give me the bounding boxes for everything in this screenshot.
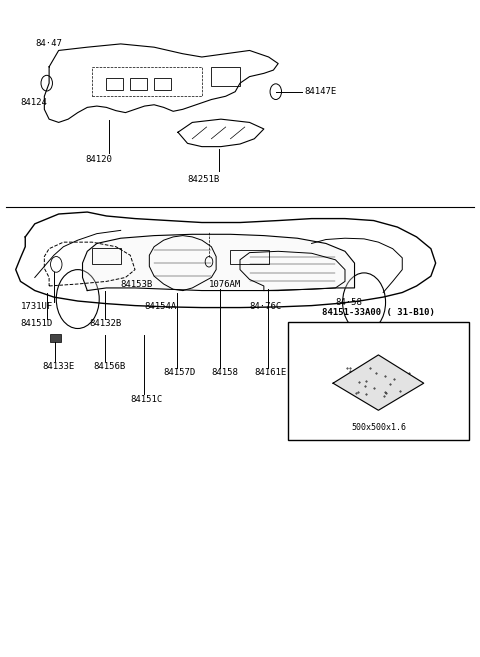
Bar <box>288 322 469 440</box>
Text: 84153B: 84153B <box>120 279 153 288</box>
Text: 84158: 84158 <box>211 369 238 378</box>
Bar <box>154 78 171 90</box>
Text: 84·58: 84·58 <box>336 298 362 307</box>
Bar <box>92 248 120 264</box>
Text: 500x500x1.6: 500x500x1.6 <box>351 423 406 432</box>
Bar <box>130 78 147 90</box>
Polygon shape <box>83 235 355 290</box>
Text: 84156B: 84156B <box>93 362 125 371</box>
Text: 84161E: 84161E <box>254 369 287 378</box>
Text: 84151-33A00 ( 31-B10): 84151-33A00 ( 31-B10) <box>322 307 435 317</box>
Text: 84251B: 84251B <box>188 175 220 184</box>
Bar <box>107 78 123 90</box>
Text: 84124: 84124 <box>21 99 48 107</box>
Text: 84157D: 84157D <box>164 369 196 378</box>
Text: 84133E: 84133E <box>42 362 74 371</box>
Text: 84120: 84120 <box>85 155 112 164</box>
Bar <box>211 67 240 87</box>
Polygon shape <box>333 355 424 410</box>
Text: 1731UF: 1731UF <box>21 302 53 311</box>
Text: 1076AM: 1076AM <box>209 279 241 288</box>
Text: 84147E: 84147E <box>304 87 336 96</box>
Text: 84151D: 84151D <box>21 319 53 328</box>
Bar <box>230 250 269 264</box>
Text: 84·76C: 84·76C <box>250 302 282 311</box>
Bar <box>50 334 60 342</box>
Text: 84·47: 84·47 <box>36 39 62 49</box>
Text: 84151C: 84151C <box>130 395 163 403</box>
Text: 84154A: 84154A <box>144 302 177 311</box>
Text: 84132B: 84132B <box>90 319 122 328</box>
